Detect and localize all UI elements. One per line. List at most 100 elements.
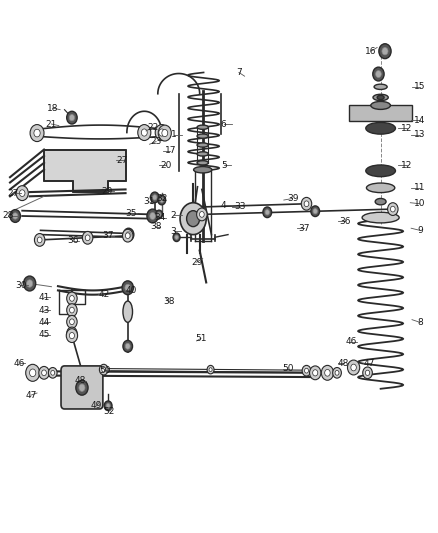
Text: 35: 35 [125, 209, 137, 218]
Text: 47: 47 [25, 391, 37, 400]
Ellipse shape [197, 134, 208, 138]
Circle shape [209, 368, 212, 372]
Circle shape [123, 229, 133, 242]
Text: 16: 16 [365, 47, 377, 55]
Ellipse shape [373, 94, 388, 101]
Circle shape [363, 367, 372, 378]
Circle shape [197, 208, 207, 221]
Text: 50: 50 [283, 364, 294, 373]
Circle shape [365, 370, 370, 375]
Circle shape [67, 304, 77, 317]
Circle shape [35, 233, 45, 246]
Text: 27: 27 [117, 156, 128, 165]
Text: 31: 31 [143, 197, 155, 206]
Circle shape [173, 233, 180, 241]
Circle shape [304, 201, 309, 207]
Circle shape [67, 316, 77, 328]
Circle shape [10, 209, 21, 222]
Circle shape [42, 370, 46, 376]
Circle shape [265, 209, 269, 215]
Text: 5: 5 [221, 161, 226, 170]
Text: 13: 13 [414, 130, 426, 139]
Circle shape [150, 213, 155, 220]
Circle shape [351, 364, 357, 371]
Circle shape [152, 195, 157, 200]
Ellipse shape [123, 301, 133, 322]
Circle shape [51, 370, 55, 375]
Circle shape [302, 366, 311, 376]
Circle shape [313, 208, 318, 214]
Text: 46: 46 [345, 337, 357, 346]
Text: 48: 48 [75, 376, 86, 385]
Circle shape [347, 360, 360, 375]
Text: 48: 48 [338, 359, 349, 368]
Circle shape [26, 365, 40, 381]
Text: 11: 11 [414, 183, 426, 192]
Text: 46: 46 [14, 359, 25, 368]
Text: 34: 34 [155, 213, 166, 222]
Circle shape [207, 366, 214, 374]
Text: 28: 28 [2, 212, 14, 221]
Text: 33: 33 [234, 203, 246, 212]
Text: 12: 12 [401, 161, 413, 170]
Circle shape [48, 368, 57, 378]
Circle shape [29, 369, 36, 377]
Circle shape [373, 67, 384, 81]
Circle shape [325, 369, 330, 376]
Text: 47: 47 [364, 359, 375, 368]
Circle shape [30, 125, 44, 142]
Text: 4: 4 [221, 201, 226, 210]
Circle shape [159, 129, 165, 136]
Circle shape [311, 206, 320, 216]
Circle shape [333, 368, 341, 378]
Circle shape [102, 367, 106, 372]
Circle shape [123, 341, 133, 352]
Circle shape [125, 284, 131, 291]
Text: 22: 22 [148, 123, 159, 132]
Circle shape [125, 233, 130, 239]
Circle shape [79, 384, 85, 391]
Circle shape [158, 195, 166, 205]
Ellipse shape [197, 125, 208, 130]
Text: 15: 15 [414, 82, 426, 91]
Text: 6: 6 [221, 119, 226, 128]
Circle shape [67, 111, 77, 124]
Ellipse shape [194, 166, 212, 173]
Ellipse shape [375, 198, 386, 205]
Circle shape [124, 228, 134, 241]
Circle shape [69, 115, 74, 121]
Text: 27: 27 [8, 189, 19, 198]
Circle shape [99, 365, 108, 375]
Text: 32: 32 [156, 194, 167, 203]
Circle shape [301, 197, 312, 210]
Text: 29: 29 [101, 187, 113, 196]
Circle shape [263, 207, 272, 217]
Text: 44: 44 [39, 318, 49, 327]
Text: 45: 45 [39, 330, 49, 339]
Text: 39: 39 [287, 194, 298, 203]
Circle shape [70, 295, 74, 301]
Circle shape [158, 125, 171, 141]
Text: 3: 3 [171, 227, 177, 236]
Circle shape [70, 307, 74, 313]
Circle shape [34, 129, 40, 137]
Circle shape [376, 70, 381, 77]
Circle shape [335, 370, 339, 375]
Text: 18: 18 [47, 103, 59, 112]
Circle shape [70, 330, 74, 336]
Circle shape [162, 130, 168, 136]
Circle shape [313, 370, 318, 376]
Circle shape [125, 343, 130, 349]
Circle shape [69, 333, 74, 338]
Text: 23: 23 [150, 137, 162, 146]
Text: 7: 7 [236, 68, 242, 77]
Circle shape [106, 403, 110, 408]
Circle shape [13, 213, 18, 219]
Ellipse shape [197, 152, 208, 156]
Circle shape [67, 327, 77, 340]
Ellipse shape [374, 84, 387, 90]
Text: 40: 40 [126, 286, 137, 295]
Circle shape [39, 367, 49, 379]
Text: 50: 50 [99, 366, 111, 375]
Text: 30: 30 [15, 280, 27, 289]
